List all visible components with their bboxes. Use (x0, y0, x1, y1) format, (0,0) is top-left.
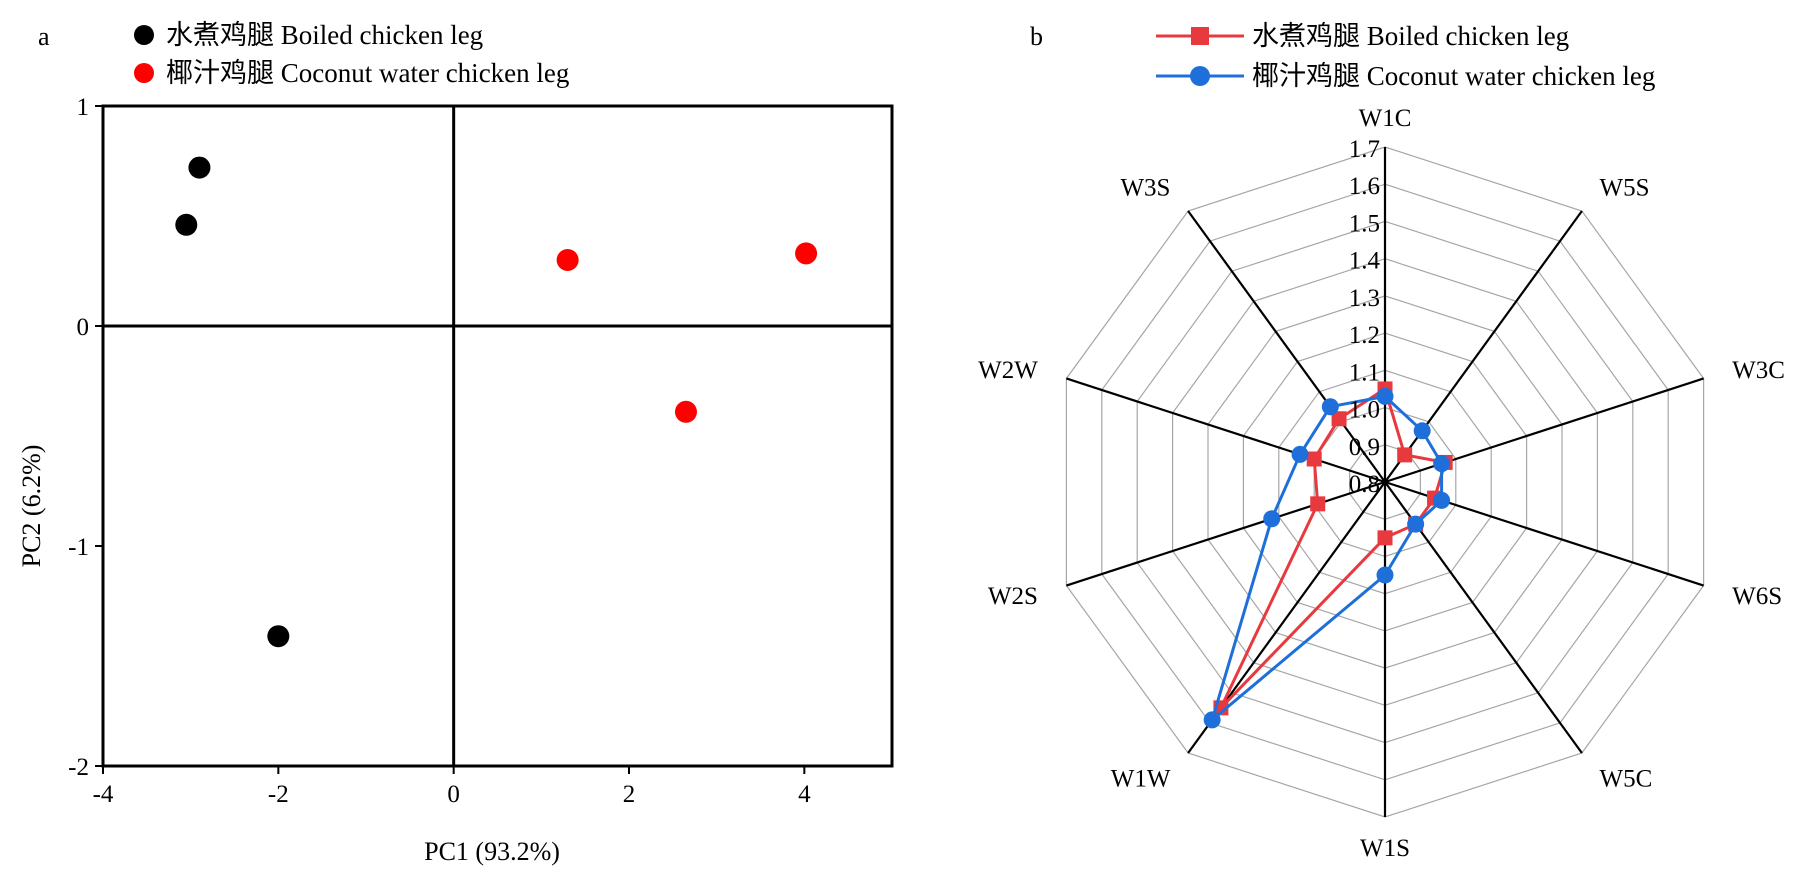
radar-point-coconut (1413, 422, 1431, 440)
radar-axis-label: W6S (1732, 583, 1782, 610)
radar-point-coconut (1203, 711, 1221, 729)
pca-legend-marker-boiled (134, 25, 154, 45)
pca-point-boiled (267, 625, 290, 648)
radar-axis-label: W3S (1120, 175, 1170, 202)
radar-spoke (1187, 210, 1386, 483)
radar-point-coconut (1376, 387, 1394, 405)
pca-y-tick-label: -1 (68, 534, 89, 561)
pca-x-tick-label: -4 (93, 781, 114, 808)
pca-legend-label-boiled: 水煮鸡腿 Boiled chicken leg (166, 20, 483, 50)
radar-point-coconut (1321, 398, 1339, 416)
radar-point-coconut (1433, 455, 1451, 473)
radar-panel: b 水煮鸡腿 Boiled chicken leg 椰汁鸡腿 Coconut w… (978, 21, 1785, 862)
pca-point-boiled (188, 156, 211, 179)
radar-tick-label: 1.6 (1349, 173, 1380, 200)
radar-point-boiled (1397, 447, 1413, 463)
radar-axis-label: W5S (1600, 175, 1650, 202)
radar-spoke (1384, 210, 1583, 483)
pca-x-tick-label: -2 (268, 781, 289, 808)
pca-plot-frame (101, 104, 894, 768)
radar-tick-label: 1.4 (1349, 248, 1381, 275)
radar-point-coconut (1291, 445, 1309, 463)
radar-tick-label: 1.3 (1349, 285, 1380, 312)
pca-axes: -4 -2 0 2 4-2-101 (68, 94, 894, 808)
radar-series (1203, 381, 1453, 729)
radar-axis-label: W5C (1600, 765, 1653, 792)
radar-tick-label: 1.2 (1349, 322, 1380, 349)
radar-point-boiled (1377, 530, 1393, 546)
radar-tick-label: 0.9 (1349, 434, 1380, 461)
radar-legend-marker-coconut (1190, 66, 1210, 86)
radar-spoke (1066, 480, 1386, 587)
radar-point-coconut (1407, 515, 1425, 533)
radar-labels: 0.8 0.9 1.0 1.1 1.2 1.3 1.4 1.5 1.6 1.7 W1C W5S W3C W… (978, 105, 1785, 862)
pca-panel: a 水煮鸡腿 Boiled chicken leg 椰汁鸡腿 Coconut w… (17, 20, 894, 866)
pca-legend: 水煮鸡腿 Boiled chicken leg 椰汁鸡腿 Coconut wat… (134, 20, 569, 88)
radar-spoke (1384, 377, 1704, 484)
pca-point-coconut (795, 242, 818, 265)
pca-point-coconut (674, 400, 697, 423)
pca-legend-marker-coconut (134, 63, 154, 83)
radar-point-coconut (1433, 491, 1451, 509)
radar-tick-label: 0.8 (1349, 471, 1380, 498)
radar-point-coconut (1376, 566, 1394, 584)
radar-spoke (1066, 377, 1386, 484)
radar-legend-marker-boiled (1191, 27, 1209, 45)
pca-y-tick-label: -2 (68, 754, 89, 781)
pca-y-tick-label: 0 (77, 314, 90, 341)
radar-legend-label-boiled: 水煮鸡腿 Boiled chicken leg (1252, 21, 1569, 51)
radar-axis-label: W1C (1359, 105, 1412, 132)
radar-tick-label: 1.1 (1349, 359, 1380, 386)
panel-label-a: a (38, 22, 50, 51)
radar-legend: 水煮鸡腿 Boiled chicken leg 椰汁鸡腿 Coconut wat… (1156, 21, 1655, 91)
pca-legend-label-coconut: 椰汁鸡腿 Coconut water chicken leg (166, 58, 569, 88)
panel-label-b: b (1030, 22, 1043, 51)
pca-x-tick-label: 4 (798, 781, 811, 808)
radar-point-coconut (1263, 510, 1281, 528)
pca-x-axis-label: PC1 (93.2%) (424, 837, 560, 866)
radar-tick-label: 1.0 (1349, 397, 1380, 424)
pca-y-tick-label: 1 (77, 94, 90, 121)
radar-axis-label: W2S (988, 583, 1038, 610)
pca-y-axis-label: PC2 (6.2%) (17, 445, 46, 568)
radar-axis-label: W1S (1360, 835, 1410, 862)
radar-axis-label: W1W (1111, 765, 1171, 792)
radar-point-boiled (1306, 451, 1322, 467)
radar-point-boiled (1331, 411, 1347, 427)
radar-grid (1065, 146, 1705, 818)
radar-point-boiled (1310, 496, 1326, 512)
radar-legend-label-coconut: 椰汁鸡腿 Coconut water chicken leg (1252, 61, 1655, 91)
pca-x-tick-label: 2 (623, 781, 636, 808)
radar-tick-label: 1.7 (1349, 136, 1380, 163)
radar-axis-label: W2W (978, 357, 1038, 384)
radar-tick-label: 1.5 (1349, 210, 1380, 237)
radar-axis-label: W3C (1732, 357, 1785, 384)
pca-x-tick-label: 0 (447, 781, 460, 808)
pca-point-coconut (556, 249, 579, 271)
pca-points (175, 156, 818, 648)
pca-point-boiled (175, 213, 198, 236)
